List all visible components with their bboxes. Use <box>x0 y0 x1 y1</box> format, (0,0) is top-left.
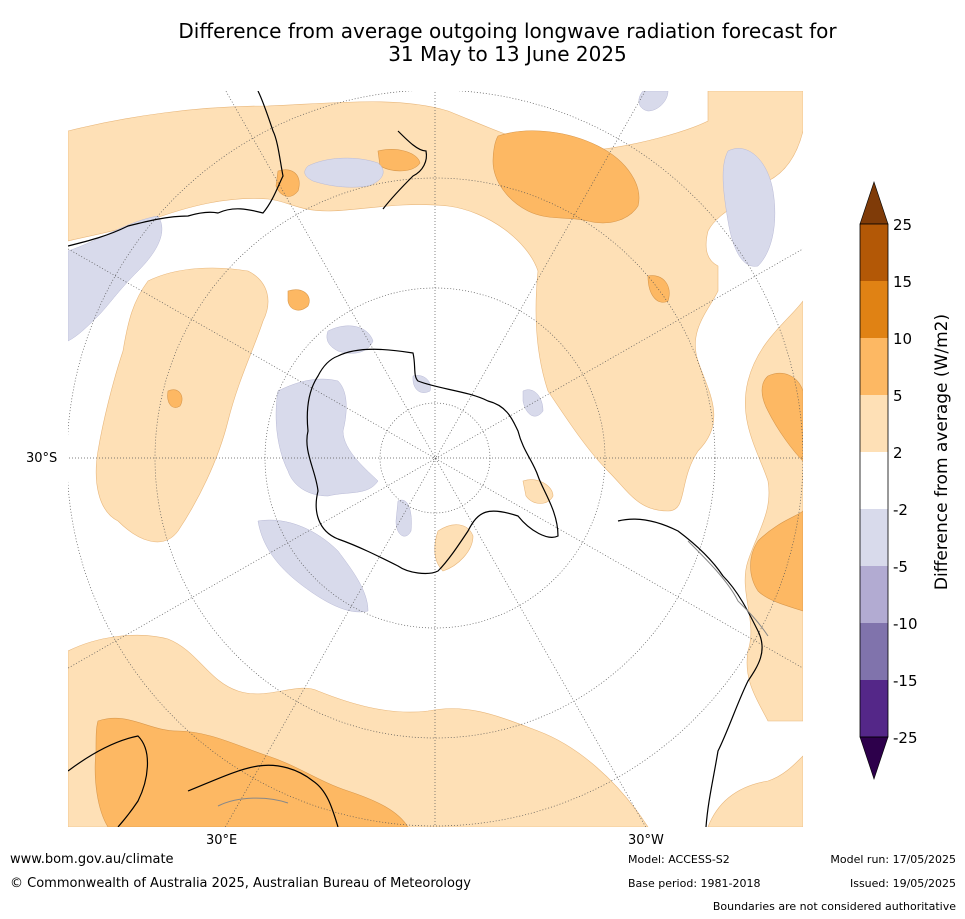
footer-model-run: Model run: 17/05/2025 <box>830 853 956 866</box>
colorbar-segment-2-5 <box>860 395 888 452</box>
southern-africa-coast <box>187 764 339 827</box>
colorbar-segment-m5-m2 <box>860 509 888 566</box>
anomaly-5-10-regions <box>94 130 803 827</box>
colorbar-segment-5-10 <box>860 338 888 395</box>
latitude-label-30s: 30°S <box>26 451 58 466</box>
new-zealand-coast <box>382 130 428 210</box>
title-line-1: Difference from average outgoing longwav… <box>178 19 837 43</box>
colorbar-segment-m15-m10 <box>860 623 888 680</box>
colorbar-tick-2: 2 <box>893 444 903 462</box>
colorbar-segment-m2-2 <box>860 452 888 509</box>
footer-copyright: © Commonwealth of Australia 2025, Austra… <box>10 876 471 891</box>
colorbar-over-triangle <box>859 181 889 225</box>
footer-website: www.bom.gov.au/climate <box>10 852 174 867</box>
colorbar-segment-m10-m5 <box>860 566 888 623</box>
longitude-label-30w: 30°W <box>628 833 664 848</box>
country-borders <box>217 540 769 807</box>
colorbar-tick-m5: -5 <box>893 558 908 576</box>
colorbar-tick-25: 25 <box>893 216 912 234</box>
colorbar-segment-10-15 <box>860 281 888 338</box>
colorbar-tick-15: 15 <box>893 273 912 291</box>
footer-model: Model: ACCESS-S2 <box>628 853 730 866</box>
anomaly-m5-m2-regions <box>68 91 776 613</box>
map-graticule <box>68 91 803 827</box>
footer-base-period: Base period: 1981-2018 <box>628 877 761 890</box>
title-line-2: 31 May to 13 June 2025 <box>388 42 627 66</box>
colorbar-segment-m25-m15 <box>860 680 888 737</box>
colorbar-tick-m25: -25 <box>893 729 918 747</box>
colorbar-tick-m10: -10 <box>893 615 918 633</box>
map-title: Difference from average outgoing longwav… <box>60 20 955 66</box>
colorbar-tick-5: 5 <box>893 387 903 405</box>
longitude-label-30e: 30°E <box>206 833 238 848</box>
colorbar-under-triangle <box>859 736 889 780</box>
south-america-coast <box>617 518 763 827</box>
colorbar-outline <box>859 223 889 738</box>
footer-issued: Issued: 19/05/2025 <box>849 877 956 890</box>
africa-coast <box>68 735 149 827</box>
polar-map <box>68 91 803 827</box>
colorbar-tick-10: 10 <box>893 330 912 348</box>
footer-disclaimer: Boundaries are not considered authoritat… <box>712 900 956 913</box>
coastlines <box>68 91 763 827</box>
australia-coast <box>68 91 284 247</box>
colorbar-label: Difference from average (W/m2) <box>932 314 952 590</box>
colorbar-legend: 25 15 10 5 2 -2 -5 -10 -15 -25 Differenc… <box>859 181 952 780</box>
antarctica-coast <box>306 348 559 575</box>
colorbar-tick-m15: -15 <box>893 672 918 690</box>
colorbar-segment-15-25 <box>860 224 888 281</box>
colorbar-tick-m2: -2 <box>893 501 908 519</box>
